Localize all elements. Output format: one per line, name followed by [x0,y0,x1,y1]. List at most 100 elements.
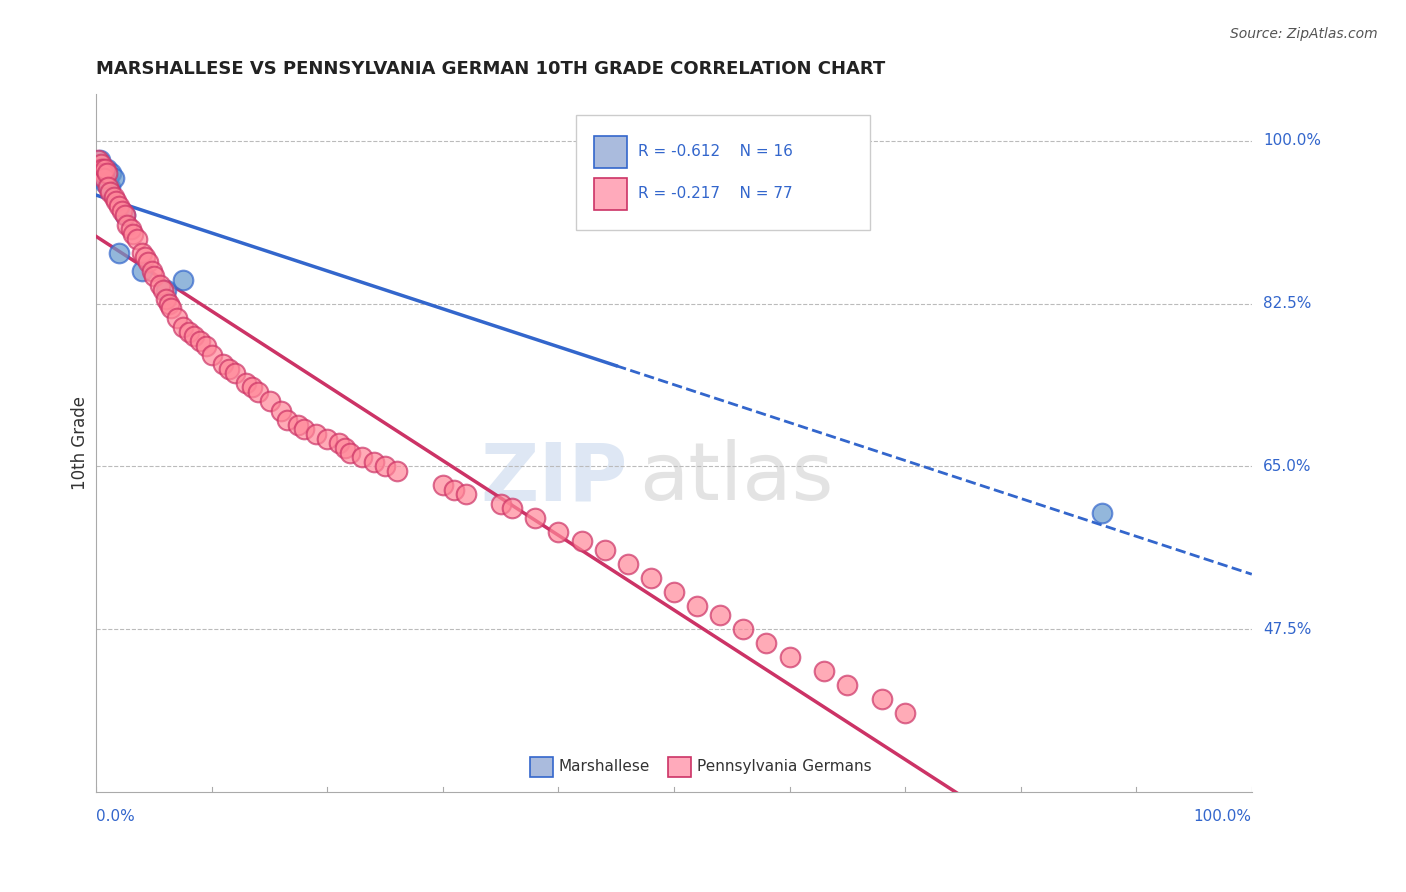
Text: R = -0.217    N = 77: R = -0.217 N = 77 [638,186,793,201]
Point [91,161,114,176]
Text: Pennsylvania Germans: Pennsylvania Germans [697,759,872,774]
Point [172,273,194,287]
Point [155,292,177,306]
Point [114,208,136,222]
Point [134,250,156,264]
Text: 100.0%: 100.0% [1264,134,1322,148]
Point [122,227,145,241]
Point [385,464,408,478]
Point [662,585,685,599]
Text: atlas: atlas [640,439,834,517]
Point [218,361,240,376]
Point [755,636,778,650]
Point [155,283,177,297]
Point [201,348,224,362]
Point [194,338,217,352]
Point [96,161,118,176]
FancyBboxPatch shape [595,178,627,210]
Text: 65.0%: 65.0% [1264,459,1312,474]
Text: 82.5%: 82.5% [1264,296,1312,311]
Text: 100.0%: 100.0% [1194,809,1251,823]
Point [212,357,235,371]
FancyBboxPatch shape [576,115,870,230]
Point [287,417,309,432]
Text: MARSHALLESE VS PENNSYLVANIA GERMAN 10TH GRADE CORRELATION CHART: MARSHALLESE VS PENNSYLVANIA GERMAN 10TH … [96,60,886,78]
Point [489,497,512,511]
Point [363,455,385,469]
Point [443,483,465,497]
Point [259,394,281,409]
Point [89,161,111,176]
Point [593,543,616,558]
Point [141,264,163,278]
Point [90,157,112,171]
Point [571,533,593,548]
Point [172,320,194,334]
Point [501,501,523,516]
Point [93,171,115,186]
Point [97,171,120,186]
Point [235,376,257,390]
Point [779,650,801,665]
Point [339,445,361,459]
Point [733,622,755,636]
Point [240,380,263,394]
Point [91,161,114,176]
Point [188,334,211,348]
Point [709,608,731,623]
Point [1090,506,1112,520]
Point [350,450,373,465]
Point [100,166,122,180]
Point [177,325,200,339]
Point [160,301,183,316]
Y-axis label: 10th Grade: 10th Grade [72,396,89,491]
Point [316,432,339,446]
Point [224,367,246,381]
Point [117,218,139,232]
Point [120,222,142,236]
Point [305,426,328,441]
Point [374,459,396,474]
Point [87,153,110,167]
Text: 0.0%: 0.0% [96,809,135,823]
Point [98,185,121,199]
Point [870,692,893,706]
Text: R = -0.612    N = 16: R = -0.612 N = 16 [638,145,793,159]
Point [94,176,117,190]
Text: ZIP: ZIP [481,439,627,517]
Point [91,171,114,186]
Point [524,510,547,524]
Point [276,413,298,427]
Point [104,194,127,209]
Point [94,161,117,176]
Point [110,203,132,218]
Point [103,190,125,204]
Text: 47.5%: 47.5% [1264,622,1312,637]
Point [87,161,110,176]
Point [108,245,131,260]
Point [813,664,835,678]
Point [292,422,315,436]
Point [328,436,350,450]
Point [686,599,709,613]
Point [166,310,188,325]
Point [432,478,454,492]
Point [640,571,662,585]
Point [616,557,638,571]
FancyBboxPatch shape [668,757,692,777]
Point [103,171,125,186]
Point [143,268,166,283]
FancyBboxPatch shape [530,757,553,777]
Point [270,403,292,417]
Point [108,199,131,213]
Point [333,441,356,455]
Point [96,166,118,180]
Point [97,180,120,194]
Point [114,208,136,222]
Point [837,678,859,692]
Text: Source: ZipAtlas.com: Source: ZipAtlas.com [1230,27,1378,41]
Point [136,255,159,269]
Point [157,296,180,310]
Point [89,153,111,167]
Point [894,706,917,720]
